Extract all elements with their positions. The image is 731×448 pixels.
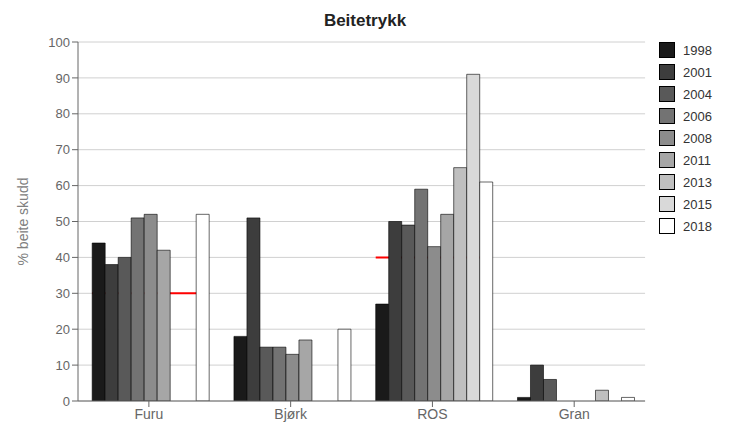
- svg-text:ROS: ROS: [417, 406, 447, 422]
- svg-text:% beite skudd: % beite skudd: [15, 178, 31, 266]
- svg-text:40: 40: [56, 250, 70, 265]
- html-text:2011: 2011: [683, 152, 711, 168]
- svg-text:Furu: Furu: [134, 406, 163, 422]
- html-text:2008: 2008: [683, 130, 712, 146]
- html-text:2018: 2018: [683, 218, 712, 234]
- svg-text:0: 0: [63, 394, 70, 409]
- svg-text:70: 70: [56, 142, 70, 157]
- svg-text:10: 10: [56, 358, 70, 373]
- html-text:2013: 2013: [683, 174, 712, 190]
- html-text:2006: 2006: [683, 108, 712, 124]
- html-text:2001: 2001: [683, 64, 712, 80]
- html-text:2015: 2015: [683, 196, 712, 212]
- svg-text:Gran: Gran: [559, 406, 590, 422]
- svg-text:20: 20: [56, 322, 70, 337]
- svg-text:60: 60: [56, 178, 70, 193]
- svg-text:90: 90: [56, 71, 70, 86]
- svg-text:80: 80: [56, 106, 70, 121]
- html-text:Beitetrykk: Beitetrykk: [323, 11, 407, 30]
- svg-text:Bjørk: Bjørk: [274, 406, 308, 422]
- html-text:1998: 1998: [683, 42, 712, 58]
- html-text:2004: 2004: [683, 86, 712, 102]
- svg-text:50: 50: [56, 214, 70, 229]
- svg-text:100: 100: [48, 35, 70, 50]
- svg-text:30: 30: [56, 286, 70, 301]
